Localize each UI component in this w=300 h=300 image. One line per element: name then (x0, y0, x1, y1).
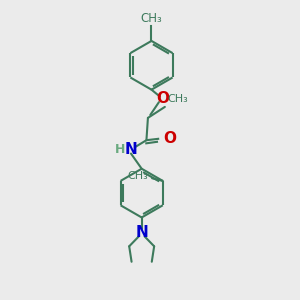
Text: O: O (163, 131, 176, 146)
Text: N: N (135, 225, 148, 240)
Text: CH₃: CH₃ (127, 171, 148, 181)
Text: CH₃: CH₃ (141, 12, 162, 25)
Text: CH₃: CH₃ (168, 94, 189, 104)
Text: H: H (115, 142, 126, 156)
Text: O: O (156, 91, 169, 106)
Text: N: N (124, 142, 137, 157)
